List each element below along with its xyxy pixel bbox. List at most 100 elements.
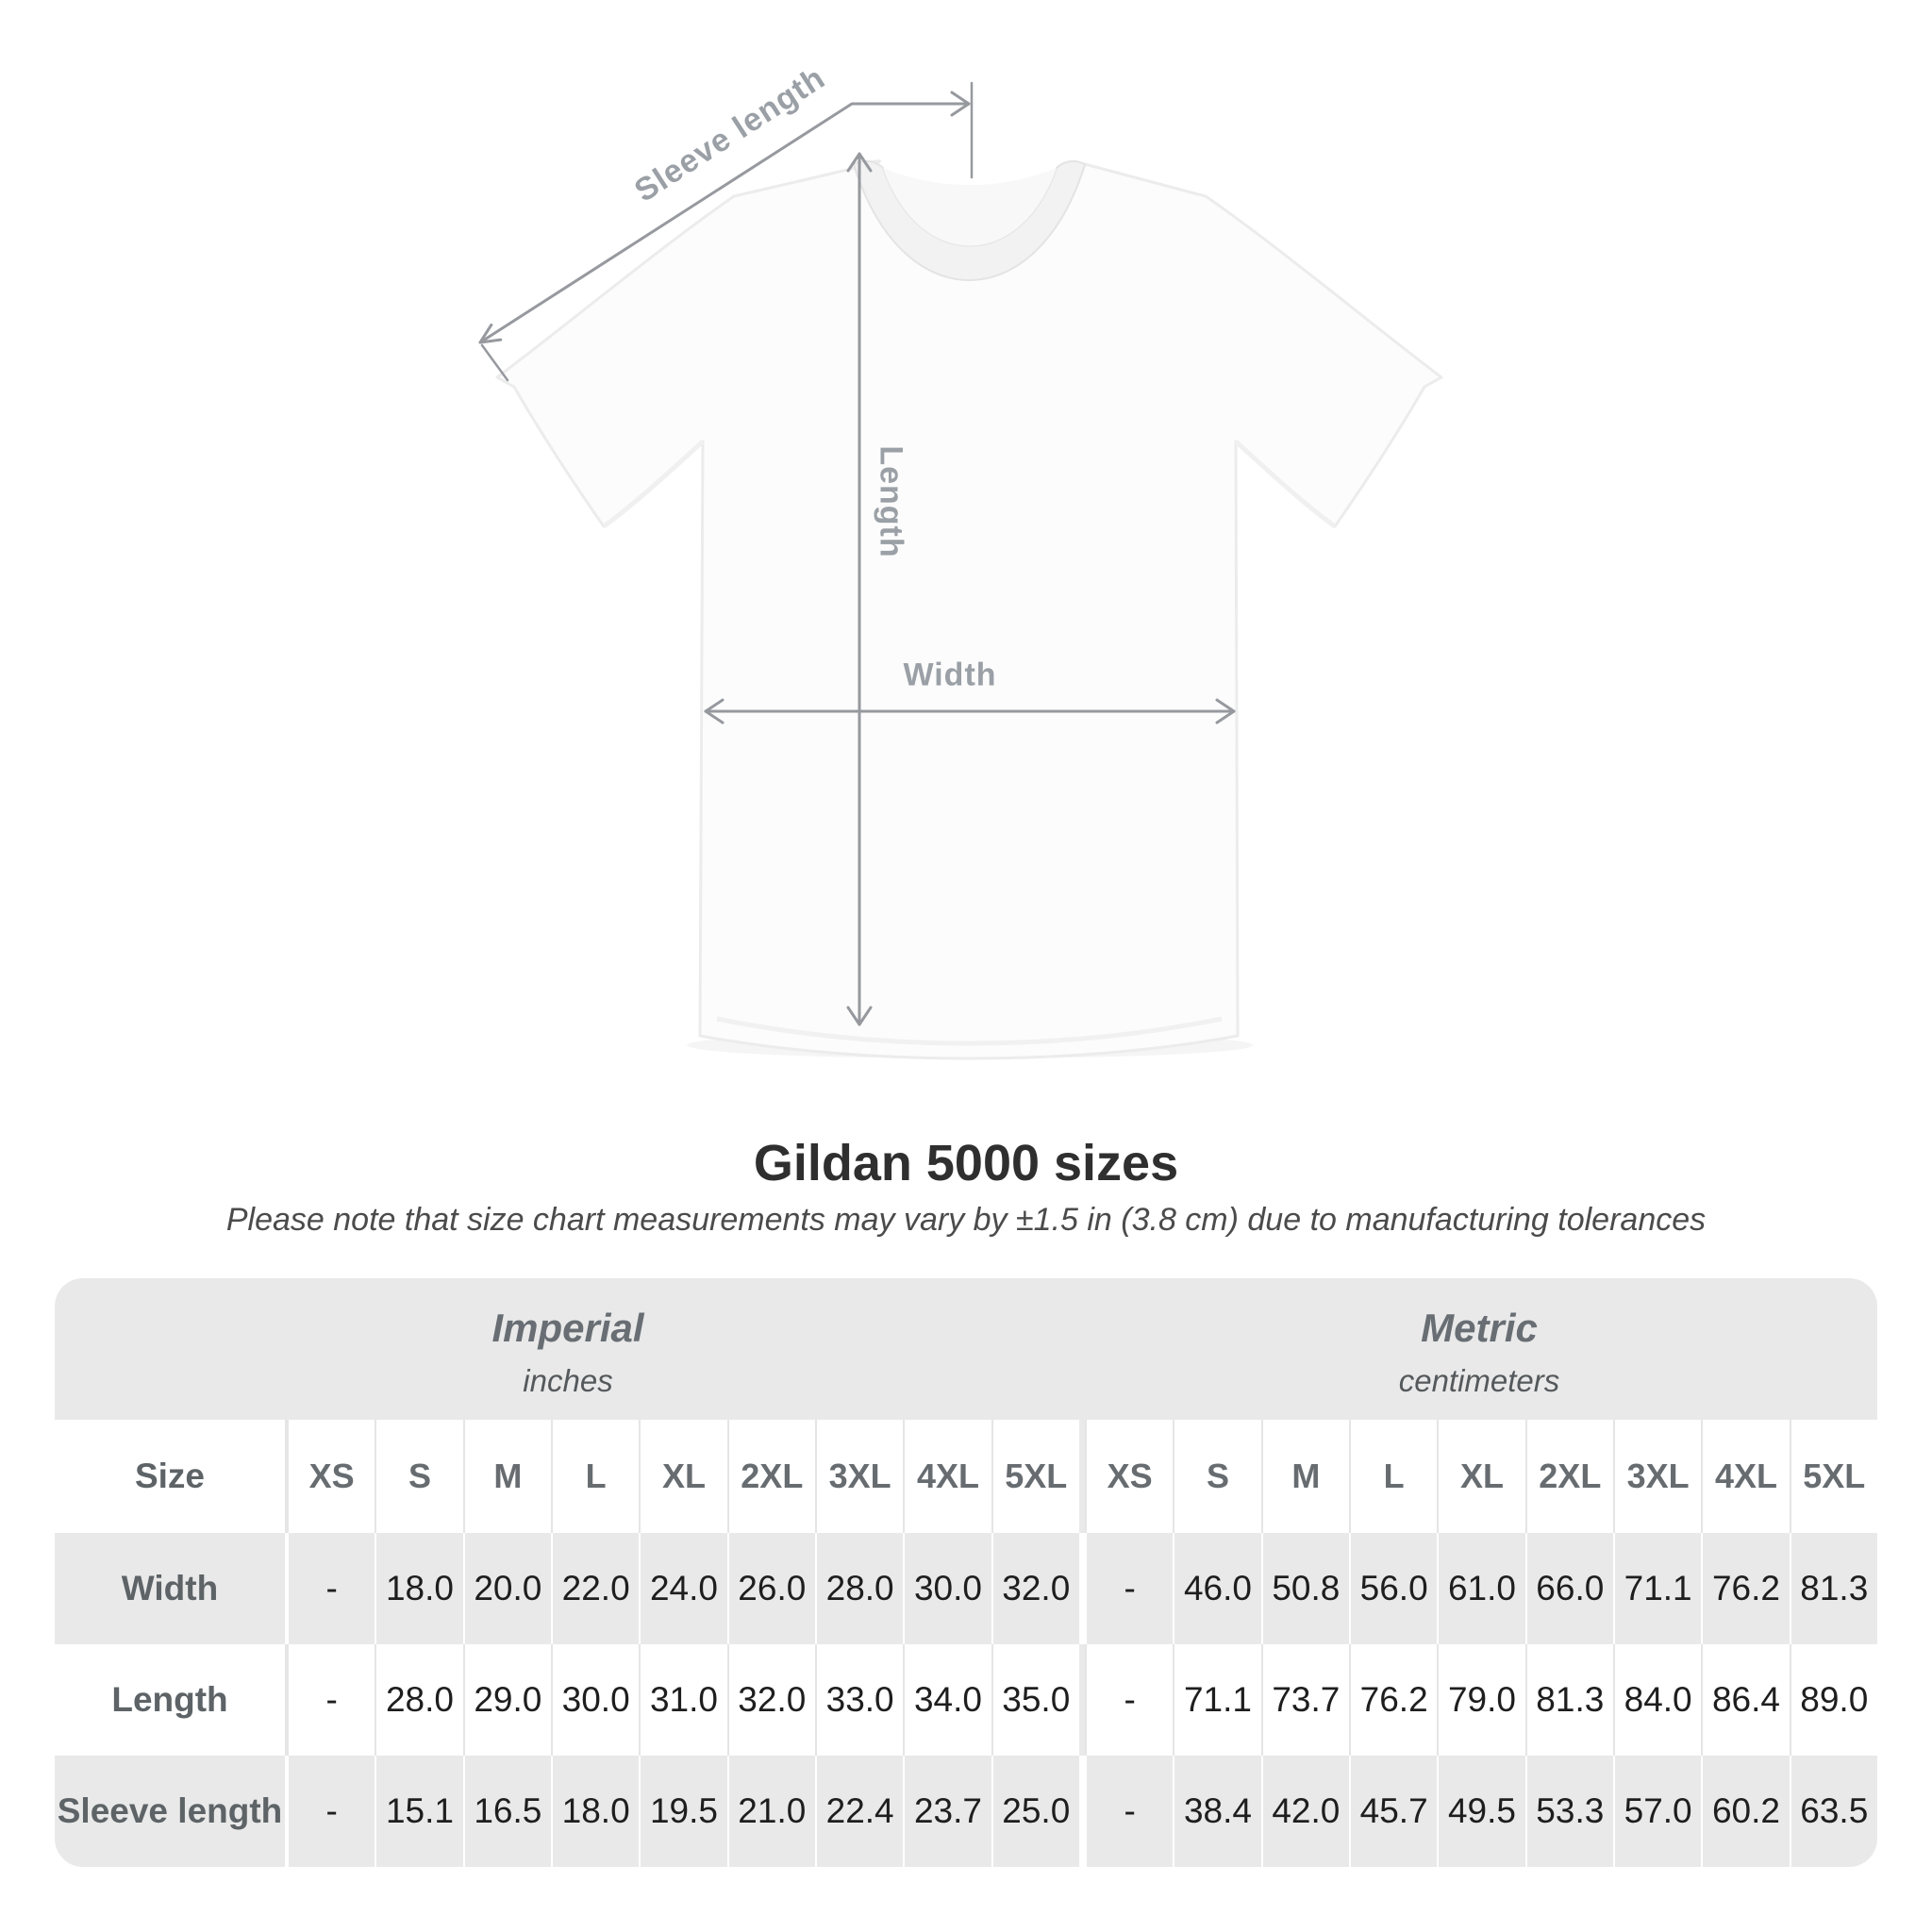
size-cell: 4XL — [1701, 1420, 1789, 1533]
sleeve-length-arrow — [478, 81, 974, 382]
value-cell: 30.0 — [550, 1644, 639, 1756]
value-cell: - — [287, 1644, 375, 1756]
right-underarm-seam — [1234, 440, 1337, 529]
width-imperial-values: -18.0 20.0 22.0 24.0 26.0 28.0 30.0 32.0 — [285, 1533, 1079, 1644]
value-cell: 81.3 — [1524, 1644, 1613, 1756]
value-cell: 45.7 — [1348, 1756, 1437, 1867]
hem-seam — [716, 1016, 1223, 1046]
size-cell: XL — [639, 1420, 726, 1533]
imperial-size-headers: XS S M L XL 2XL 3XL 4XL 5XL — [285, 1420, 1079, 1533]
value-cell: 21.0 — [726, 1756, 815, 1867]
width-metric-values: -46.0 50.8 56.0 61.0 66.0 71.1 76.2 81.3 — [1079, 1533, 1877, 1644]
value-cell: 29.0 — [462, 1644, 551, 1756]
value-cell: 42.0 — [1260, 1756, 1349, 1867]
value-cell: 49.5 — [1437, 1756, 1524, 1867]
value-cell: 15.1 — [375, 1756, 462, 1867]
metric-header: Metric centimeters — [1081, 1278, 1877, 1420]
value-cell: 60.2 — [1701, 1756, 1789, 1867]
size-cell: 3XL — [1612, 1420, 1701, 1533]
value-cell: 30.0 — [903, 1533, 991, 1644]
sleeve-metric-values: -38.4 42.0 45.7 49.5 53.3 57.0 60.2 63.5 — [1079, 1756, 1877, 1867]
value-cell: 63.5 — [1789, 1756, 1877, 1867]
value-cell: 20.0 — [462, 1533, 551, 1644]
unit-header-row: Imperial inches Metric centimeters — [55, 1278, 1877, 1420]
value-cell: 71.1 — [1612, 1533, 1701, 1644]
size-cell: S — [1173, 1420, 1260, 1533]
value-cell: 84.0 — [1612, 1644, 1701, 1756]
size-cell: 2XL — [1524, 1420, 1613, 1533]
size-table: Imperial inches Metric centimeters Size … — [55, 1278, 1877, 1867]
value-cell: - — [1085, 1756, 1173, 1867]
row-label-sleeve-length: Sleeve length — [57, 1791, 283, 1830]
value-cell: - — [287, 1756, 375, 1867]
shirt-collar-opening — [883, 168, 1057, 246]
value-cell: 32.0 — [726, 1644, 815, 1756]
metric-size-headers: XS S M L XL 2XL 3XL 4XL 5XL — [1079, 1420, 1877, 1533]
left-underarm-seam — [602, 440, 705, 529]
shirt-body — [495, 159, 1443, 1060]
value-cell: 28.0 — [375, 1644, 462, 1756]
value-cell: 76.2 — [1348, 1644, 1437, 1756]
length-row: Length -28.0 29.0 30.0 31.0 32.0 33.0 34.0 35.0… — [55, 1644, 1877, 1756]
length-arrow — [846, 152, 873, 1026]
value-cell: 24.0 — [639, 1533, 726, 1644]
value-cell: 50.8 — [1260, 1533, 1349, 1644]
value-cell: 53.3 — [1524, 1756, 1613, 1867]
size-header-row: Size XS S M L XL 2XL 3XL 4XL 5XL XS S M L XL 2XL 3XL 4X… — [55, 1420, 1877, 1533]
sleeve-imperial-values: -15.1 16.5 18.0 19.5 21.0 22.4 23.7 25.0 — [285, 1756, 1079, 1867]
value-cell: 89.0 — [1789, 1644, 1877, 1756]
tshirt-image — [478, 81, 1443, 1060]
value-cell: 56.0 — [1348, 1533, 1437, 1644]
value-cell: 32.0 — [991, 1533, 1079, 1644]
value-cell: 18.0 — [375, 1533, 462, 1644]
value-cell: - — [1085, 1533, 1173, 1644]
value-cell: 25.0 — [991, 1756, 1079, 1867]
value-cell: 33.0 — [814, 1644, 903, 1756]
row-label-length: Length — [111, 1680, 228, 1719]
tshirt-measurement-figure: Sleeve length Length Width — [478, 59, 1443, 1060]
width-arrow — [704, 698, 1236, 724]
page-subtitle: Please note that size chart measurements… — [225, 1202, 1707, 1238]
width-label: Width — [903, 657, 997, 693]
size-cell: L — [1348, 1420, 1437, 1533]
value-cell: 76.2 — [1701, 1533, 1789, 1644]
row-label-width: Width — [121, 1569, 219, 1607]
value-cell: 26.0 — [726, 1533, 815, 1644]
metric-title: Metric — [1421, 1306, 1538, 1350]
size-cell: 3XL — [814, 1420, 903, 1533]
imperial-unit: inches — [523, 1363, 613, 1399]
value-cell: 66.0 — [1524, 1533, 1613, 1644]
value-cell: 22.0 — [550, 1533, 639, 1644]
size-cell: 4XL — [903, 1420, 991, 1533]
length-metric-values: -71.1 73.7 76.2 79.0 81.3 84.0 86.4 89.0 — [1079, 1644, 1877, 1756]
value-cell: 16.5 — [462, 1756, 551, 1867]
size-cell: 2XL — [726, 1420, 815, 1533]
value-cell: 71.1 — [1173, 1644, 1260, 1756]
value-cell: - — [1085, 1644, 1173, 1756]
imperial-header: Imperial inches — [55, 1278, 1081, 1420]
page-title: Gildan 5000 sizes — [753, 1135, 1179, 1191]
size-cell: M — [462, 1420, 551, 1533]
size-cell: S — [375, 1420, 462, 1533]
size-cell: 5XL — [1789, 1420, 1877, 1533]
value-cell: 38.4 — [1173, 1756, 1260, 1867]
value-cell: 19.5 — [639, 1756, 726, 1867]
size-cell: 5XL — [991, 1420, 1079, 1533]
value-cell: 18.0 — [550, 1756, 639, 1867]
size-cell: L — [550, 1420, 639, 1533]
shirt-collar-band — [852, 159, 1087, 281]
value-cell: - — [287, 1533, 375, 1644]
size-cell: XL — [1437, 1420, 1524, 1533]
value-cell: 73.7 — [1260, 1644, 1349, 1756]
sleeve-length-row: Sleeve length -15.1 16.5 18.0 19.5 21.0 22.4 2… — [55, 1756, 1877, 1867]
size-cell: M — [1260, 1420, 1349, 1533]
value-cell: 23.7 — [903, 1756, 991, 1867]
value-cell: 81.3 — [1789, 1533, 1877, 1644]
imperial-title: Imperial — [491, 1306, 644, 1350]
value-cell: 34.0 — [903, 1644, 991, 1756]
width-row: Width -18.0 20.0 22.0 24.0 26.0 28.0 30.0 32.0 … — [55, 1533, 1877, 1644]
value-cell: 28.0 — [814, 1533, 903, 1644]
size-column-header: Size — [134, 1457, 206, 1495]
metric-unit: centimeters — [1398, 1363, 1560, 1399]
